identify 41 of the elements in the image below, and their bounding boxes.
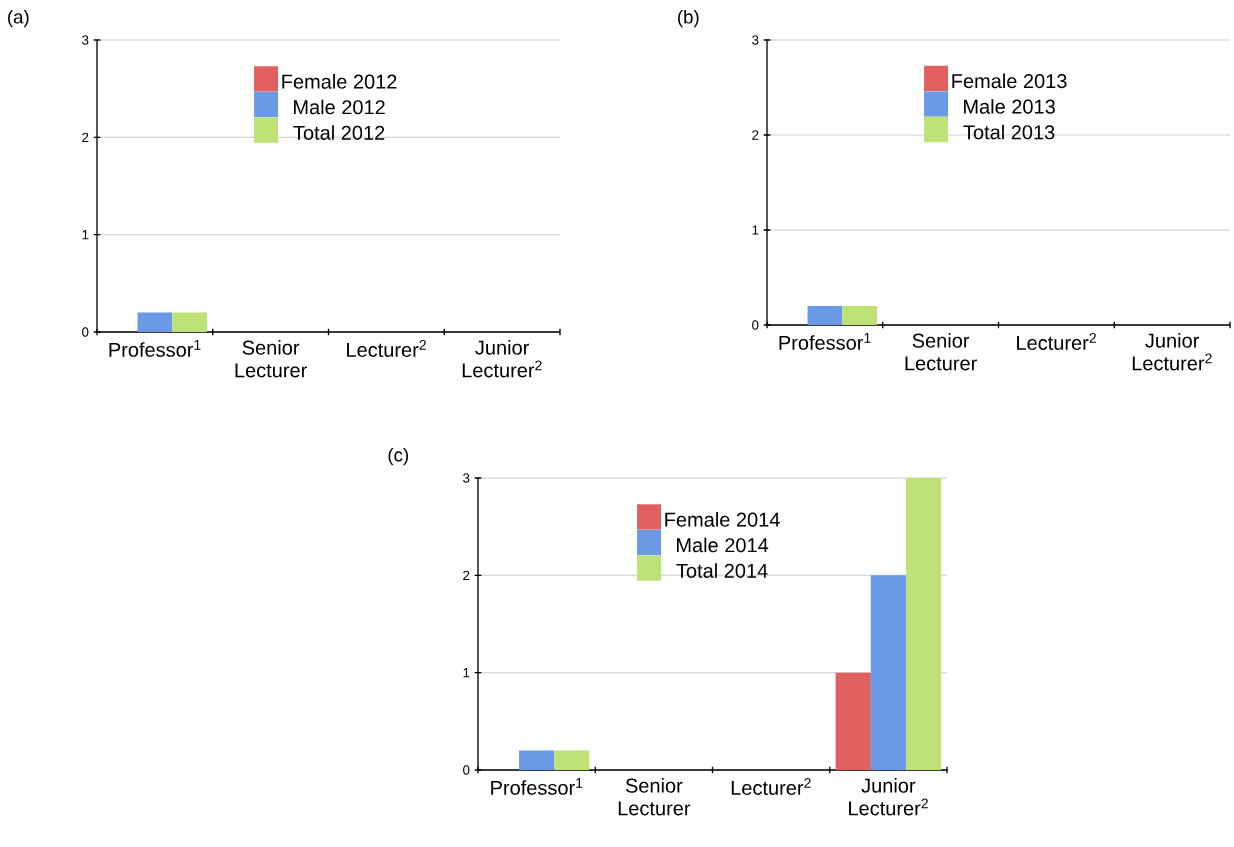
y-tick-label: 3 (463, 473, 470, 483)
y-tick-label: 2 (463, 570, 470, 580)
y-tick-label: 3 (82, 35, 89, 45)
bar (905, 478, 942, 770)
y-tick-label: 1 (82, 230, 89, 240)
y-tick-label: 1 (463, 668, 470, 678)
x-tick-label: Junior Lecturer$^{2}$ (462, 340, 542, 378)
x-tick-label: Lecturer$^{2}$ (731, 778, 811, 795)
y-tick-label: 1 (752, 225, 759, 235)
x-tick-label: Lecturer$^{2}$ (347, 340, 426, 357)
bar (870, 575, 906, 770)
chart-title: (a) (8, 9, 29, 28)
x-tick-label: Professor$^{1}$ (491, 778, 583, 795)
legend-label: Total 2014 (676, 563, 768, 578)
y-tick-label: 2 (752, 130, 759, 140)
legend-label: Total 2012 (293, 125, 385, 140)
legend-label: Female 2013 (952, 73, 1067, 89)
bar (835, 672, 871, 770)
x-tick-label: Senior Lecturer (235, 340, 307, 378)
y-tick-label: 3 (752, 35, 759, 45)
x-tick-label: Senior Lecturer (618, 778, 691, 816)
x-tick-label: Professor$^{1}$ (109, 340, 201, 357)
chart-title: (b) (678, 9, 699, 28)
x-tick-label: Senior Lecturer (905, 333, 977, 371)
bar (519, 750, 555, 770)
chart-title: (c) (388, 447, 409, 466)
x-tick-label: Lecturer$^{2}$ (1017, 333, 1096, 350)
legend-label: Female 2012 (282, 74, 397, 89)
x-tick-label: Professor$^{1}$ (779, 333, 871, 350)
y-tick-label: 0 (463, 765, 470, 775)
x-tick-label: Junior Lecturer$^{2}$ (1132, 333, 1212, 371)
legend-label: Male 2012 (294, 99, 385, 115)
legend-label: Male 2014 (677, 537, 769, 553)
y-tick-label: 0 (752, 320, 759, 330)
legend-label: Total 2013 (963, 124, 1055, 140)
y-tick-label: 0 (82, 327, 89, 337)
x-tick-label: Junior Lecturer$^{2}$ (849, 778, 928, 816)
legend-label: Female 2014 (665, 512, 780, 527)
y-tick-label: 2 (82, 132, 89, 142)
bar (554, 750, 590, 770)
legend-label: Male 2013 (964, 99, 1055, 114)
